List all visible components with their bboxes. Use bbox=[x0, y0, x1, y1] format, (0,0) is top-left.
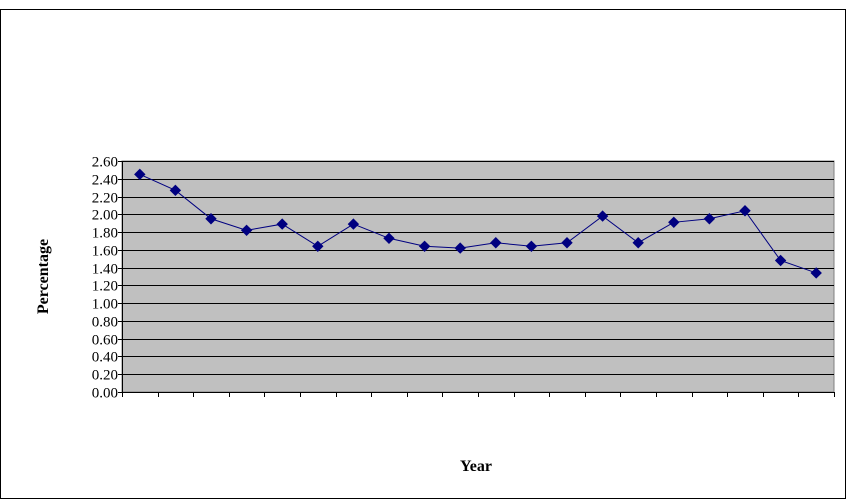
data-point bbox=[596, 210, 609, 222]
data-point bbox=[561, 237, 573, 249]
data-point bbox=[525, 240, 538, 252]
data-point bbox=[347, 218, 360, 230]
y-tick-label: 1.80 bbox=[92, 226, 118, 242]
y-tick-label: 0.80 bbox=[92, 315, 118, 331]
data-point bbox=[774, 254, 787, 267]
data-point bbox=[205, 213, 217, 225]
data-point bbox=[240, 224, 253, 237]
data-point bbox=[276, 218, 288, 230]
data-point bbox=[739, 205, 751, 217]
y-tick-label: 1.20 bbox=[92, 279, 118, 295]
data-point bbox=[490, 237, 502, 249]
x-axis-ticks bbox=[122, 392, 835, 397]
gridlines bbox=[122, 161, 834, 393]
y-tick-label: 0.00 bbox=[92, 386, 118, 402]
y-tick-label: 1.40 bbox=[92, 262, 118, 278]
series-group bbox=[134, 168, 822, 279]
y-axis-ticks: 0.00 0.20 0.400.60 0.80 1.00 1.201.40 1.60 1.80… bbox=[92, 155, 123, 402]
y-tick-label: 0.60 bbox=[92, 333, 118, 349]
x-axis-title: Year bbox=[460, 458, 492, 475]
plot-area bbox=[121, 160, 835, 393]
y-tick-label: 0.20 bbox=[92, 368, 118, 384]
data-point bbox=[383, 232, 395, 245]
data-point bbox=[703, 213, 716, 225]
data-point bbox=[632, 237, 644, 249]
data-point bbox=[418, 240, 431, 252]
data-point bbox=[668, 216, 680, 229]
y-tick-label: 2.60 bbox=[92, 155, 118, 171]
y-axis-title: Percentage bbox=[35, 239, 52, 314]
data-point bbox=[810, 267, 822, 279]
data-point bbox=[312, 240, 324, 252]
y-tick-label: 0.40 bbox=[92, 350, 118, 366]
y-tick-label: 2.40 bbox=[92, 173, 118, 189]
y-tick-label: 1.00 bbox=[92, 297, 118, 313]
series-line bbox=[139, 173, 817, 274]
y-tick-label: 2.20 bbox=[92, 191, 118, 207]
data-point bbox=[134, 168, 146, 181]
data-point bbox=[169, 184, 182, 197]
y-tick-label: 2.00 bbox=[92, 208, 118, 224]
data-point bbox=[454, 242, 466, 254]
y-tick-label: 1.60 bbox=[92, 244, 118, 260]
